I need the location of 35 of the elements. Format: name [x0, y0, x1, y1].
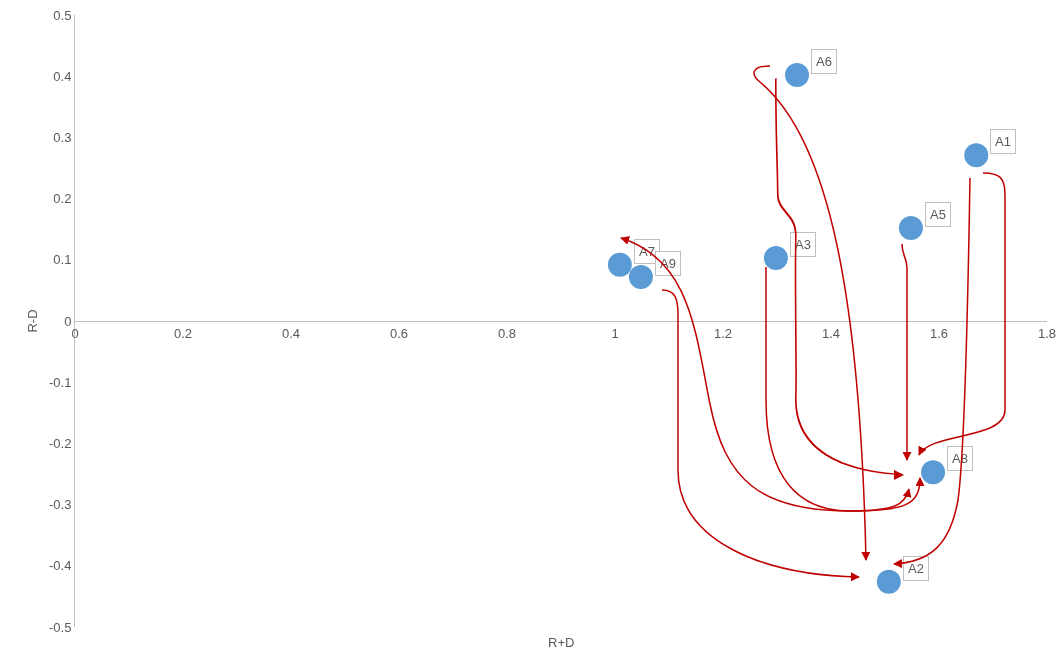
point — [964, 143, 989, 168]
annotation: A1 — [995, 134, 1011, 149]
point — [921, 460, 946, 485]
y-tick-label: -0.2 — [48, 435, 72, 451]
annotation: A9 — [660, 256, 676, 271]
y-tick-label: -0.1 — [48, 374, 72, 390]
y-tick-label: 0.3 — [53, 129, 72, 145]
x-tick-label: 1.8 — [1037, 325, 1057, 341]
x-tick-label: 1.2 — [713, 325, 733, 341]
y-tick-label: 0.2 — [53, 191, 72, 207]
y-tick-label: -0.4 — [48, 558, 72, 574]
y-tick-label: 0.5 — [53, 7, 72, 23]
point — [628, 264, 653, 289]
point — [784, 62, 809, 87]
x-tick-label: 1.4 — [821, 325, 841, 341]
x-axis-title: R+D — [548, 635, 575, 650]
x-tick-label: 0.4 — [281, 325, 301, 341]
annotation: A2 — [908, 561, 924, 576]
x-tick-label: 1.6 — [929, 325, 949, 341]
y-tick-label: 0.1 — [53, 252, 72, 268]
y-axis-title: R-D — [24, 309, 40, 333]
x-tick-label: 0.8 — [497, 325, 517, 341]
point — [763, 245, 788, 270]
x-tick-label: 0.2 — [173, 325, 193, 341]
point — [898, 215, 923, 240]
annotation: A6 — [816, 54, 832, 69]
point — [876, 569, 901, 594]
y-tick-label: 0 — [64, 313, 72, 329]
y-tick-label: -0.5 — [48, 619, 72, 635]
annotation: A5 — [930, 207, 946, 222]
x-tick-label: 1 — [611, 325, 619, 341]
x-tick-label: 0.6 — [389, 325, 409, 341]
point — [607, 252, 632, 277]
y-tick-label: 0.4 — [53, 68, 72, 84]
y-tick-label: -0.3 — [48, 497, 72, 513]
